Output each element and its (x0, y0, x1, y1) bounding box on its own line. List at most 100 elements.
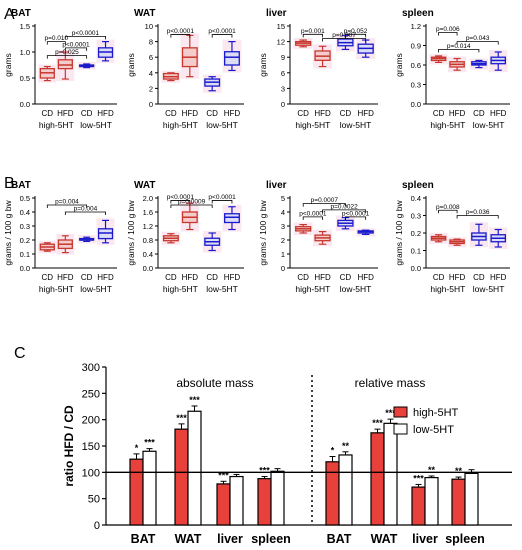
x-tick-label: spleen (251, 532, 291, 546)
y-tick-label: 12 (277, 38, 285, 47)
x-tick-label: HFD (490, 109, 507, 118)
legend-swatch (393, 423, 408, 435)
significance-bracket (438, 49, 480, 53)
bar-high-5HT (257, 478, 272, 526)
bar-chart-c: 0 50 100 150 200 250 300 ratio HFD / CD absolute… (62, 362, 512, 546)
box-chart-a-spleen: spleen grams 0.0 0.3 0.6 0.9 1.2 p=0.006 p=0.014… (394, 8, 510, 130)
group-label: low-5HT (206, 284, 238, 294)
significance-bracket (345, 33, 367, 38)
chart-title: liver (266, 180, 287, 191)
y-tick-label: 0.0 (411, 100, 421, 109)
box-iqr (223, 213, 240, 224)
y-tick-label: 0.5 (20, 74, 30, 83)
significance-bracket (170, 200, 191, 204)
bar-low-5HT (464, 472, 479, 526)
p-value-label: p=0.036 (466, 209, 490, 216)
p-value-label: p=0.007 (332, 32, 356, 39)
group-label: high-5HT (295, 284, 330, 294)
y-tick-label: 0.2 (411, 229, 421, 238)
group-label: low-5HT (340, 120, 372, 130)
group-label: low-5HT (80, 284, 112, 294)
x-tick-label: CD (433, 273, 445, 282)
group-label: low-5HT (340, 284, 372, 294)
y-axis-label: ratio HFD / CD (62, 405, 76, 487)
x-tick-label: CD (206, 109, 218, 118)
significance-bracket (211, 34, 233, 38)
bar-low-5HT (187, 410, 202, 526)
box-chart-b-wat: WAT grams / 100 g bw 0.0 0.4 0.8 1.2 1.6 2.0 p<0… (126, 180, 244, 294)
x-tick-label: HFD (182, 109, 199, 118)
box-chart-b-bat: BAT grams / 100 g bw 0.0 0.1 0.2 0.3 0.4 0.5 p=0… (3, 180, 117, 294)
y-axis-label: grams (394, 53, 404, 77)
y-tick-label: 0.3 (20, 222, 30, 231)
x-tick-label: CD (42, 273, 54, 282)
y-tick-label: 0.9 (411, 42, 421, 51)
p-value-label: p=0.043 (466, 35, 490, 42)
x-tick-label: HFD (97, 109, 114, 118)
legend-swatch (393, 406, 408, 418)
significance-bracket (64, 36, 106, 40)
section-title: absolute mass (176, 376, 253, 390)
panel-label-a: A (4, 6, 15, 23)
x-tick-label: CD (340, 109, 352, 118)
y-tick-label: 0.4 (20, 208, 30, 217)
chart-title: liver (266, 8, 287, 19)
x-tick-label: HFD (97, 273, 114, 282)
y-tick-label: 0.8 (143, 236, 153, 245)
significance-bracket (456, 215, 499, 219)
group-label: low-5HT (473, 120, 505, 130)
panel-label-b: B (4, 175, 15, 192)
p-value-label: p=0.025 (55, 49, 79, 56)
p-value-label: p<0.0001 (299, 210, 327, 217)
x-tick-label: CD (165, 109, 177, 118)
p-value-label: p=0.0009 (178, 199, 206, 206)
panel-label-c: C (14, 345, 26, 362)
bar-low-5HT (229, 475, 244, 526)
p-value-label: p=0.004 (74, 206, 98, 213)
y-tick-label: 3 (281, 84, 285, 93)
y-axis-label: grams / 100 g bw (3, 200, 13, 266)
bar-high-5HT (216, 483, 231, 526)
y-tick-label: 0.0 (20, 264, 30, 273)
bar-high-5HT (325, 461, 340, 526)
x-tick-label: CD (42, 109, 54, 118)
x-tick-label: HFD (224, 273, 241, 282)
x-tick-label: CD (340, 273, 352, 282)
y-tick-label: 8 (149, 38, 153, 47)
box-chart-a-bat: BATgrams0.00.51.01.5p=0.010p<0.0001p=0.0… (3, 8, 117, 130)
group-label: high-5HT (295, 120, 330, 130)
bar-high-5HT (174, 428, 189, 526)
y-tick-label: 0.4 (143, 250, 153, 259)
x-tick-label: CD (206, 273, 218, 282)
significance-bracket (456, 41, 499, 45)
group-label: high-5HT (430, 284, 465, 294)
significance-bracket (211, 200, 233, 204)
x-tick-label: HFD (314, 273, 331, 282)
p-value-label: p<0.0001 (167, 194, 195, 201)
significance-stars: * (135, 443, 139, 453)
y-tick-label: 6 (149, 53, 153, 62)
y-axis-label: grams (126, 53, 136, 77)
y-tick-label: 2.0 (143, 194, 153, 203)
x-tick-label: BAT (327, 532, 352, 546)
y-axis-label: grams / 100 g bw (258, 200, 268, 266)
y-tick-label: 2 (149, 84, 153, 93)
significance-stars: *** (413, 473, 424, 483)
y-tick-label: 5 (281, 194, 285, 203)
group-label: low-5HT (80, 120, 112, 130)
significance-bracket (46, 55, 88, 59)
group-label: high-5HT (163, 284, 198, 294)
y-tick-label: 1.6 (143, 208, 153, 217)
y-tick-label: 0.6 (411, 61, 421, 70)
x-tick-label: spleen (445, 532, 485, 546)
x-tick-label: CD (297, 273, 309, 282)
chart-title: WAT (134, 180, 155, 191)
y-tick-label: 10 (145, 22, 153, 31)
p-value-label: p<0.0001 (72, 30, 100, 37)
bar-high-5HT (451, 478, 466, 526)
chart-title: spleen (402, 180, 434, 191)
y-tick-label: 0.4 (411, 194, 421, 203)
box-iqr (57, 59, 73, 70)
y-tick-label: 15 (277, 22, 285, 31)
